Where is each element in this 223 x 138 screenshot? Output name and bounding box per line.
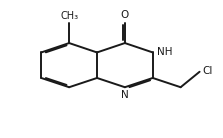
Text: O: O [121, 10, 129, 20]
Text: N: N [122, 90, 129, 100]
Text: Cl: Cl [203, 66, 213, 76]
Text: NH: NH [157, 47, 172, 57]
Text: CH₃: CH₃ [60, 11, 78, 21]
